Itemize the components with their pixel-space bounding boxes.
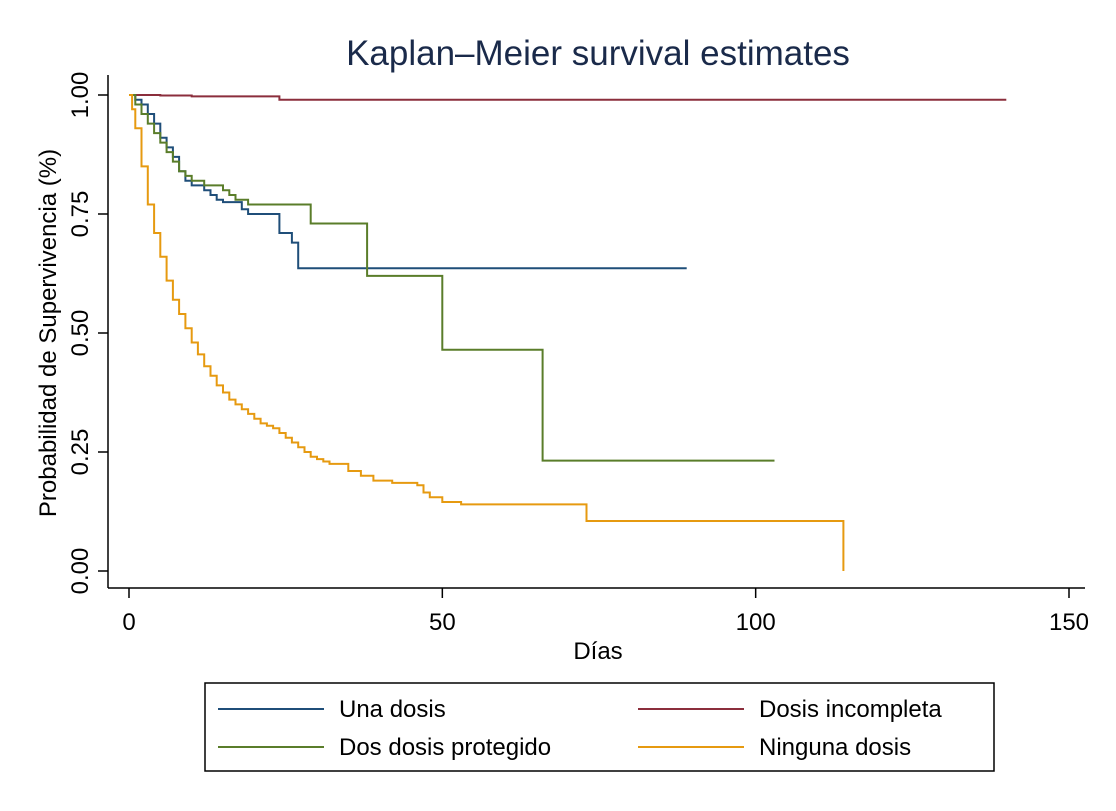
legend-label-dos-dosis-protegido: Dos dosis protegido	[339, 734, 551, 761]
y-tick-label: 0.00	[67, 548, 94, 595]
legend-box	[204, 682, 995, 772]
legend-label-dosis-incompleta: Dosis incompleta	[759, 696, 942, 723]
y-tick-label: 0.50	[67, 310, 94, 357]
series-line-una-dosis	[129, 94, 687, 270]
legend-label-una-dosis: Una dosis	[339, 696, 446, 723]
x-tick-label: 150	[1049, 609, 1089, 636]
x-axis-title: Días	[573, 638, 622, 665]
y-tick-label: 0.25	[67, 429, 94, 476]
series-line-dosis-incompleta	[129, 94, 1007, 101]
legend-label-ninguna-dosis: Ninguna dosis	[759, 734, 911, 761]
x-tick-label: 0	[122, 609, 135, 636]
chart-title: Kaplan–Meier survival estimates	[346, 34, 850, 73]
x-tick-label: 100	[736, 609, 776, 636]
series-layer	[129, 94, 1007, 571]
y-tick-label: 0.75	[67, 191, 94, 238]
series-line-ninguna-dosis	[129, 94, 845, 571]
x-tick-label: 50	[429, 609, 456, 636]
legend: Una dosis Dosis incompleta Dos dosis prote…	[204, 682, 995, 772]
series-line-dos-dosis-protegido	[129, 94, 775, 462]
y-axis-title: Probabilidad de Supervivencia (%)	[35, 149, 62, 517]
x-axis: 0 50 100 150	[108, 587, 1089, 636]
y-axis: 0.00 0.25 0.50 0.75 1.00	[67, 72, 109, 595]
y-tick-label: 1.00	[67, 72, 94, 119]
